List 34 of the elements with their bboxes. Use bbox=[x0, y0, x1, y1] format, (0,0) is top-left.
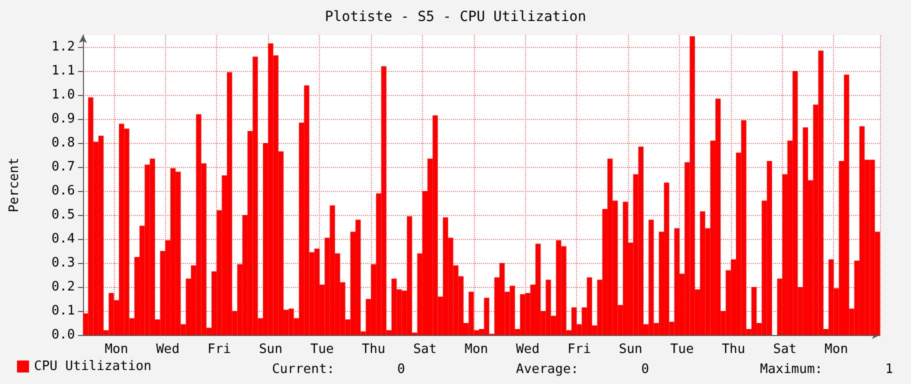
legend-label: CPU Utilization bbox=[34, 359, 152, 374]
y-tick-label: 0.1 bbox=[52, 304, 75, 318]
chart-title: Plotiste - S5 - CPU Utilization bbox=[324, 9, 586, 25]
y-tick-label: 0.2 bbox=[52, 280, 75, 294]
x-tick-label: Mon bbox=[464, 342, 488, 357]
x-tick-label: Mon bbox=[104, 342, 128, 357]
x-tick-label: Tue bbox=[670, 342, 694, 357]
x-tick-label: Wed bbox=[516, 342, 540, 357]
text: Average: 0 bbox=[516, 362, 650, 377]
y-tick-label: 0.9 bbox=[52, 112, 75, 126]
text: Maximum: 1 bbox=[760, 362, 894, 377]
y-tick-label: 1.2 bbox=[52, 40, 75, 54]
y-tick-label: 0.6 bbox=[52, 184, 75, 198]
y-tick-label: 0.4 bbox=[52, 232, 76, 246]
y-tick-label: 0.8 bbox=[52, 136, 75, 150]
y-tick-label: 0.3 bbox=[52, 256, 75, 270]
y-tick-label: 0.7 bbox=[52, 160, 75, 174]
x-tick-label: Sat bbox=[773, 342, 797, 357]
x-tick-label: Thu bbox=[362, 342, 386, 357]
x-tick-label: Mon bbox=[824, 342, 848, 357]
text: Current: 0 bbox=[272, 362, 406, 377]
x-tick-label: Tue bbox=[310, 342, 334, 357]
x-tick-label: Sun bbox=[618, 342, 642, 357]
x-tick-label: Wed bbox=[156, 342, 180, 357]
x-tick-label: Fri bbox=[208, 342, 232, 357]
x-tick-label: Fri bbox=[567, 342, 591, 357]
x-tick-label: Sun bbox=[258, 342, 282, 357]
x-tick-label: Sat bbox=[413, 342, 437, 357]
y-tick-label: 0.5 bbox=[52, 208, 75, 222]
y-tick-label: 1.1 bbox=[52, 64, 75, 78]
y-tick-label: 0.0 bbox=[52, 328, 75, 342]
x-tick-label: Thu bbox=[722, 342, 746, 357]
y-tick-label: 1.0 bbox=[52, 88, 75, 102]
y-axis-title: Percent bbox=[7, 158, 22, 212]
